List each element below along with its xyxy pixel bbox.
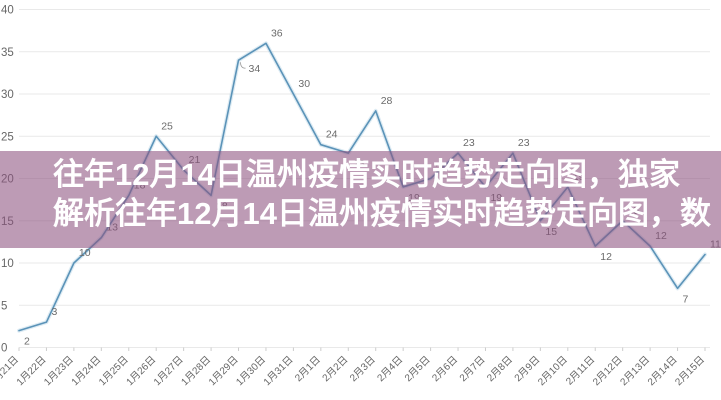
svg-text:2月4日: 2月4日 bbox=[375, 354, 405, 384]
svg-text:24: 24 bbox=[326, 129, 338, 141]
svg-text:1月23日: 1月23日 bbox=[42, 354, 76, 388]
svg-text:2月3日: 2月3日 bbox=[347, 354, 377, 384]
svg-text:30: 30 bbox=[1, 89, 14, 101]
svg-text:28: 28 bbox=[381, 95, 393, 107]
svg-text:2月5日: 2月5日 bbox=[402, 354, 432, 384]
svg-text:30: 30 bbox=[298, 78, 310, 90]
svg-text:1月31日: 1月31日 bbox=[261, 354, 295, 388]
svg-text:0: 0 bbox=[1, 343, 7, 355]
svg-text:23: 23 bbox=[518, 137, 530, 149]
svg-text:23: 23 bbox=[463, 137, 475, 149]
svg-text:1月24日: 1月24日 bbox=[69, 354, 103, 388]
svg-text:2月8日: 2月8日 bbox=[485, 354, 515, 384]
svg-text:2月12日: 2月12日 bbox=[590, 354, 624, 388]
svg-text:1月26日: 1月26日 bbox=[124, 354, 158, 388]
svg-text:1月30日: 1月30日 bbox=[234, 354, 268, 388]
svg-text:35: 35 bbox=[1, 47, 14, 59]
svg-text:25: 25 bbox=[161, 120, 173, 132]
svg-text:2月2日: 2月2日 bbox=[320, 354, 350, 384]
svg-text:25: 25 bbox=[1, 131, 14, 143]
svg-text:1月25日: 1月25日 bbox=[96, 354, 130, 388]
svg-text:34: 34 bbox=[249, 63, 261, 75]
svg-text:2月1日: 2月1日 bbox=[292, 354, 322, 384]
svg-text:12: 12 bbox=[600, 251, 612, 263]
svg-text:2月6日: 2月6日 bbox=[430, 354, 460, 384]
svg-text:1月29日: 1月29日 bbox=[206, 354, 240, 388]
svg-text:10: 10 bbox=[79, 247, 91, 259]
svg-text:7: 7 bbox=[683, 293, 689, 305]
svg-text:36: 36 bbox=[271, 27, 283, 39]
svg-text:2月14日: 2月14日 bbox=[645, 354, 679, 388]
svg-text:2月13日: 2月13日 bbox=[618, 354, 652, 388]
svg-text:1月28日: 1月28日 bbox=[179, 354, 213, 388]
svg-text:3: 3 bbox=[51, 306, 57, 318]
svg-text:2月7日: 2月7日 bbox=[457, 354, 487, 384]
svg-text:40: 40 bbox=[1, 5, 14, 17]
svg-text:2: 2 bbox=[24, 336, 30, 348]
svg-text:2月15日: 2月15日 bbox=[673, 354, 707, 388]
svg-text:1月27日: 1月27日 bbox=[151, 354, 185, 388]
svg-text:5: 5 bbox=[1, 300, 7, 312]
svg-text:10: 10 bbox=[1, 258, 14, 270]
svg-text:2月10日: 2月10日 bbox=[535, 354, 569, 388]
svg-text:1月22日: 1月22日 bbox=[14, 354, 48, 388]
